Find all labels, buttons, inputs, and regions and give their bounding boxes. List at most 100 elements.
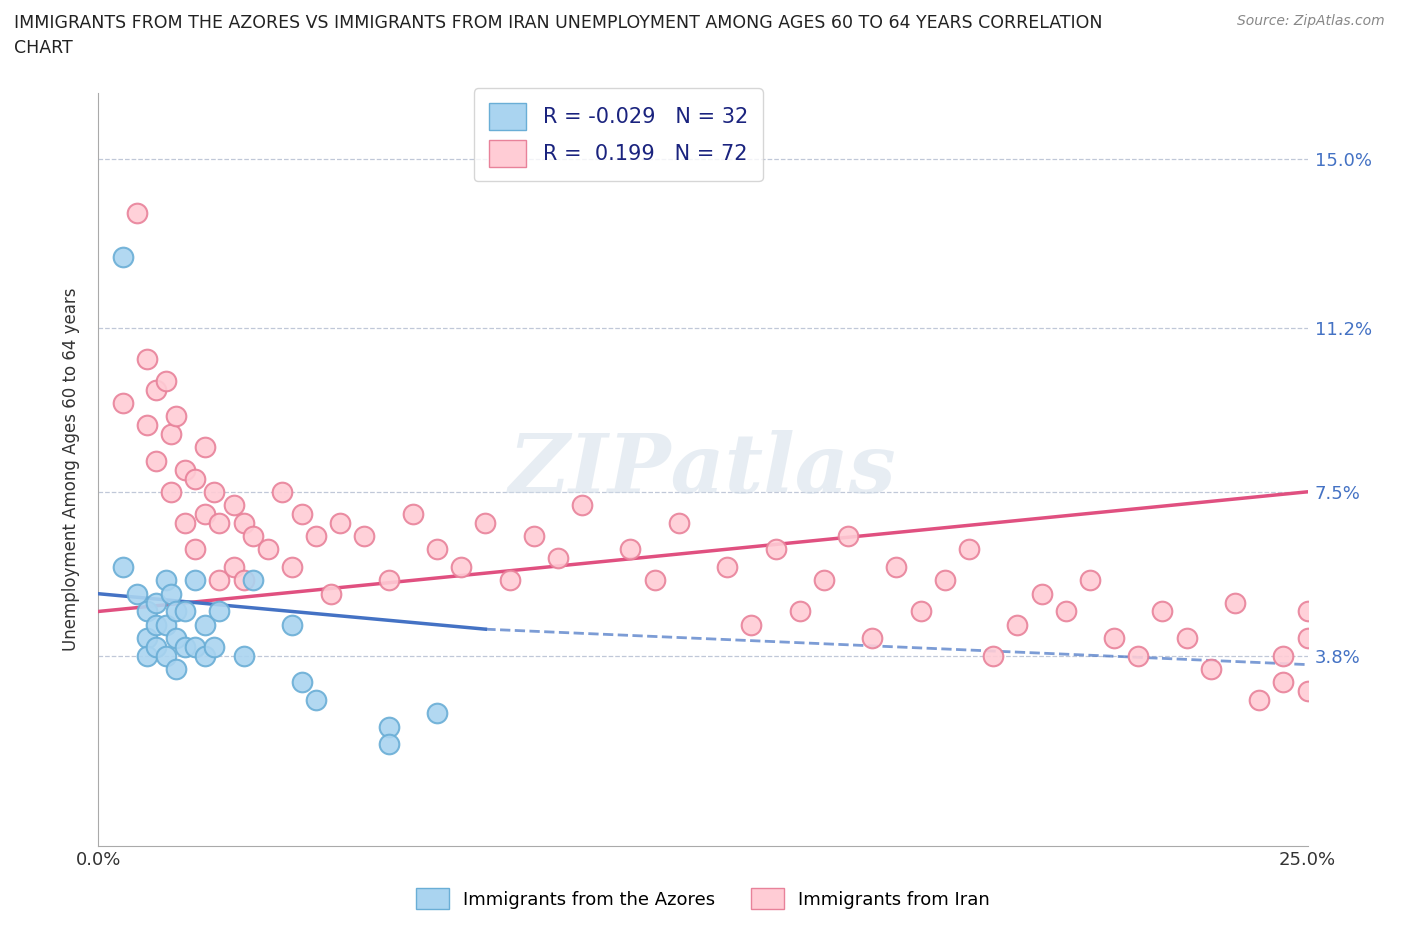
Point bbox=[1223, 595, 1246, 610]
Point bbox=[498, 573, 520, 588]
Point bbox=[155, 573, 177, 588]
Point bbox=[426, 542, 449, 557]
Point bbox=[155, 374, 177, 389]
Point bbox=[860, 631, 883, 645]
Legend: Immigrants from the Azores, Immigrants from Iran: Immigrants from the Azores, Immigrants f… bbox=[409, 881, 997, 916]
Point bbox=[145, 640, 167, 655]
Point bbox=[208, 573, 231, 588]
Point bbox=[1175, 631, 1198, 645]
Point bbox=[305, 693, 328, 708]
Point bbox=[204, 485, 226, 499]
Point bbox=[981, 648, 1004, 663]
Point bbox=[644, 573, 666, 588]
Point bbox=[155, 648, 177, 663]
Text: ZIP​atlas: ZIP​atlas bbox=[509, 430, 897, 510]
Point bbox=[668, 515, 690, 530]
Point bbox=[426, 706, 449, 721]
Point bbox=[1128, 648, 1150, 663]
Point bbox=[523, 528, 546, 543]
Point bbox=[160, 427, 183, 442]
Point bbox=[934, 573, 956, 588]
Point bbox=[194, 440, 217, 455]
Point bbox=[155, 618, 177, 632]
Point bbox=[194, 507, 217, 522]
Point bbox=[174, 640, 197, 655]
Point bbox=[619, 542, 641, 557]
Point bbox=[145, 453, 167, 468]
Point bbox=[208, 515, 231, 530]
Point bbox=[353, 528, 375, 543]
Point bbox=[165, 631, 187, 645]
Point bbox=[1054, 604, 1077, 618]
Text: CHART: CHART bbox=[14, 39, 73, 57]
Point bbox=[329, 515, 352, 530]
Point bbox=[402, 507, 425, 522]
Point bbox=[1152, 604, 1174, 618]
Point bbox=[789, 604, 811, 618]
Point bbox=[174, 462, 197, 477]
Point bbox=[1296, 604, 1319, 618]
Point bbox=[281, 618, 304, 632]
Point bbox=[377, 573, 399, 588]
Point bbox=[222, 560, 245, 575]
Point bbox=[256, 542, 278, 557]
Point bbox=[716, 560, 738, 575]
Point bbox=[165, 409, 187, 424]
Legend: R = -0.029   N = 32, R =  0.199   N = 72: R = -0.029 N = 32, R = 0.199 N = 72 bbox=[474, 88, 762, 181]
Point bbox=[135, 418, 157, 432]
Point bbox=[222, 498, 245, 512]
Point bbox=[184, 640, 207, 655]
Point bbox=[813, 573, 835, 588]
Point bbox=[1272, 675, 1295, 690]
Point bbox=[160, 485, 183, 499]
Point bbox=[1272, 648, 1295, 663]
Y-axis label: Unemployment Among Ages 60 to 64 years: Unemployment Among Ages 60 to 64 years bbox=[62, 288, 80, 651]
Point bbox=[290, 675, 312, 690]
Point bbox=[111, 396, 134, 411]
Point bbox=[165, 661, 187, 676]
Point bbox=[174, 515, 197, 530]
Point bbox=[377, 737, 399, 751]
Point bbox=[377, 719, 399, 734]
Point bbox=[111, 249, 134, 264]
Point bbox=[571, 498, 593, 512]
Point bbox=[474, 515, 496, 530]
Point bbox=[127, 586, 149, 601]
Point bbox=[957, 542, 980, 557]
Point bbox=[232, 573, 254, 588]
Point bbox=[1031, 586, 1053, 601]
Text: Source: ZipAtlas.com: Source: ZipAtlas.com bbox=[1237, 14, 1385, 28]
Point bbox=[1199, 661, 1222, 676]
Point bbox=[204, 640, 226, 655]
Point bbox=[208, 604, 231, 618]
Point bbox=[194, 618, 217, 632]
Point bbox=[910, 604, 932, 618]
Point bbox=[135, 648, 157, 663]
Point bbox=[165, 604, 187, 618]
Point bbox=[1102, 631, 1125, 645]
Point bbox=[1007, 618, 1029, 632]
Point bbox=[290, 507, 312, 522]
Point bbox=[281, 560, 304, 575]
Point bbox=[1078, 573, 1101, 588]
Point bbox=[242, 573, 264, 588]
Point bbox=[111, 560, 134, 575]
Point bbox=[174, 604, 197, 618]
Point bbox=[1296, 684, 1319, 698]
Point bbox=[194, 648, 217, 663]
Point bbox=[145, 382, 167, 397]
Point bbox=[1249, 693, 1271, 708]
Point bbox=[319, 586, 342, 601]
Point bbox=[127, 206, 149, 220]
Point bbox=[145, 618, 167, 632]
Point bbox=[184, 542, 207, 557]
Point bbox=[242, 528, 264, 543]
Point bbox=[184, 472, 207, 486]
Point bbox=[886, 560, 908, 575]
Point bbox=[547, 551, 569, 565]
Point bbox=[271, 485, 294, 499]
Point bbox=[305, 528, 328, 543]
Point bbox=[765, 542, 787, 557]
Point bbox=[145, 595, 167, 610]
Point bbox=[135, 604, 157, 618]
